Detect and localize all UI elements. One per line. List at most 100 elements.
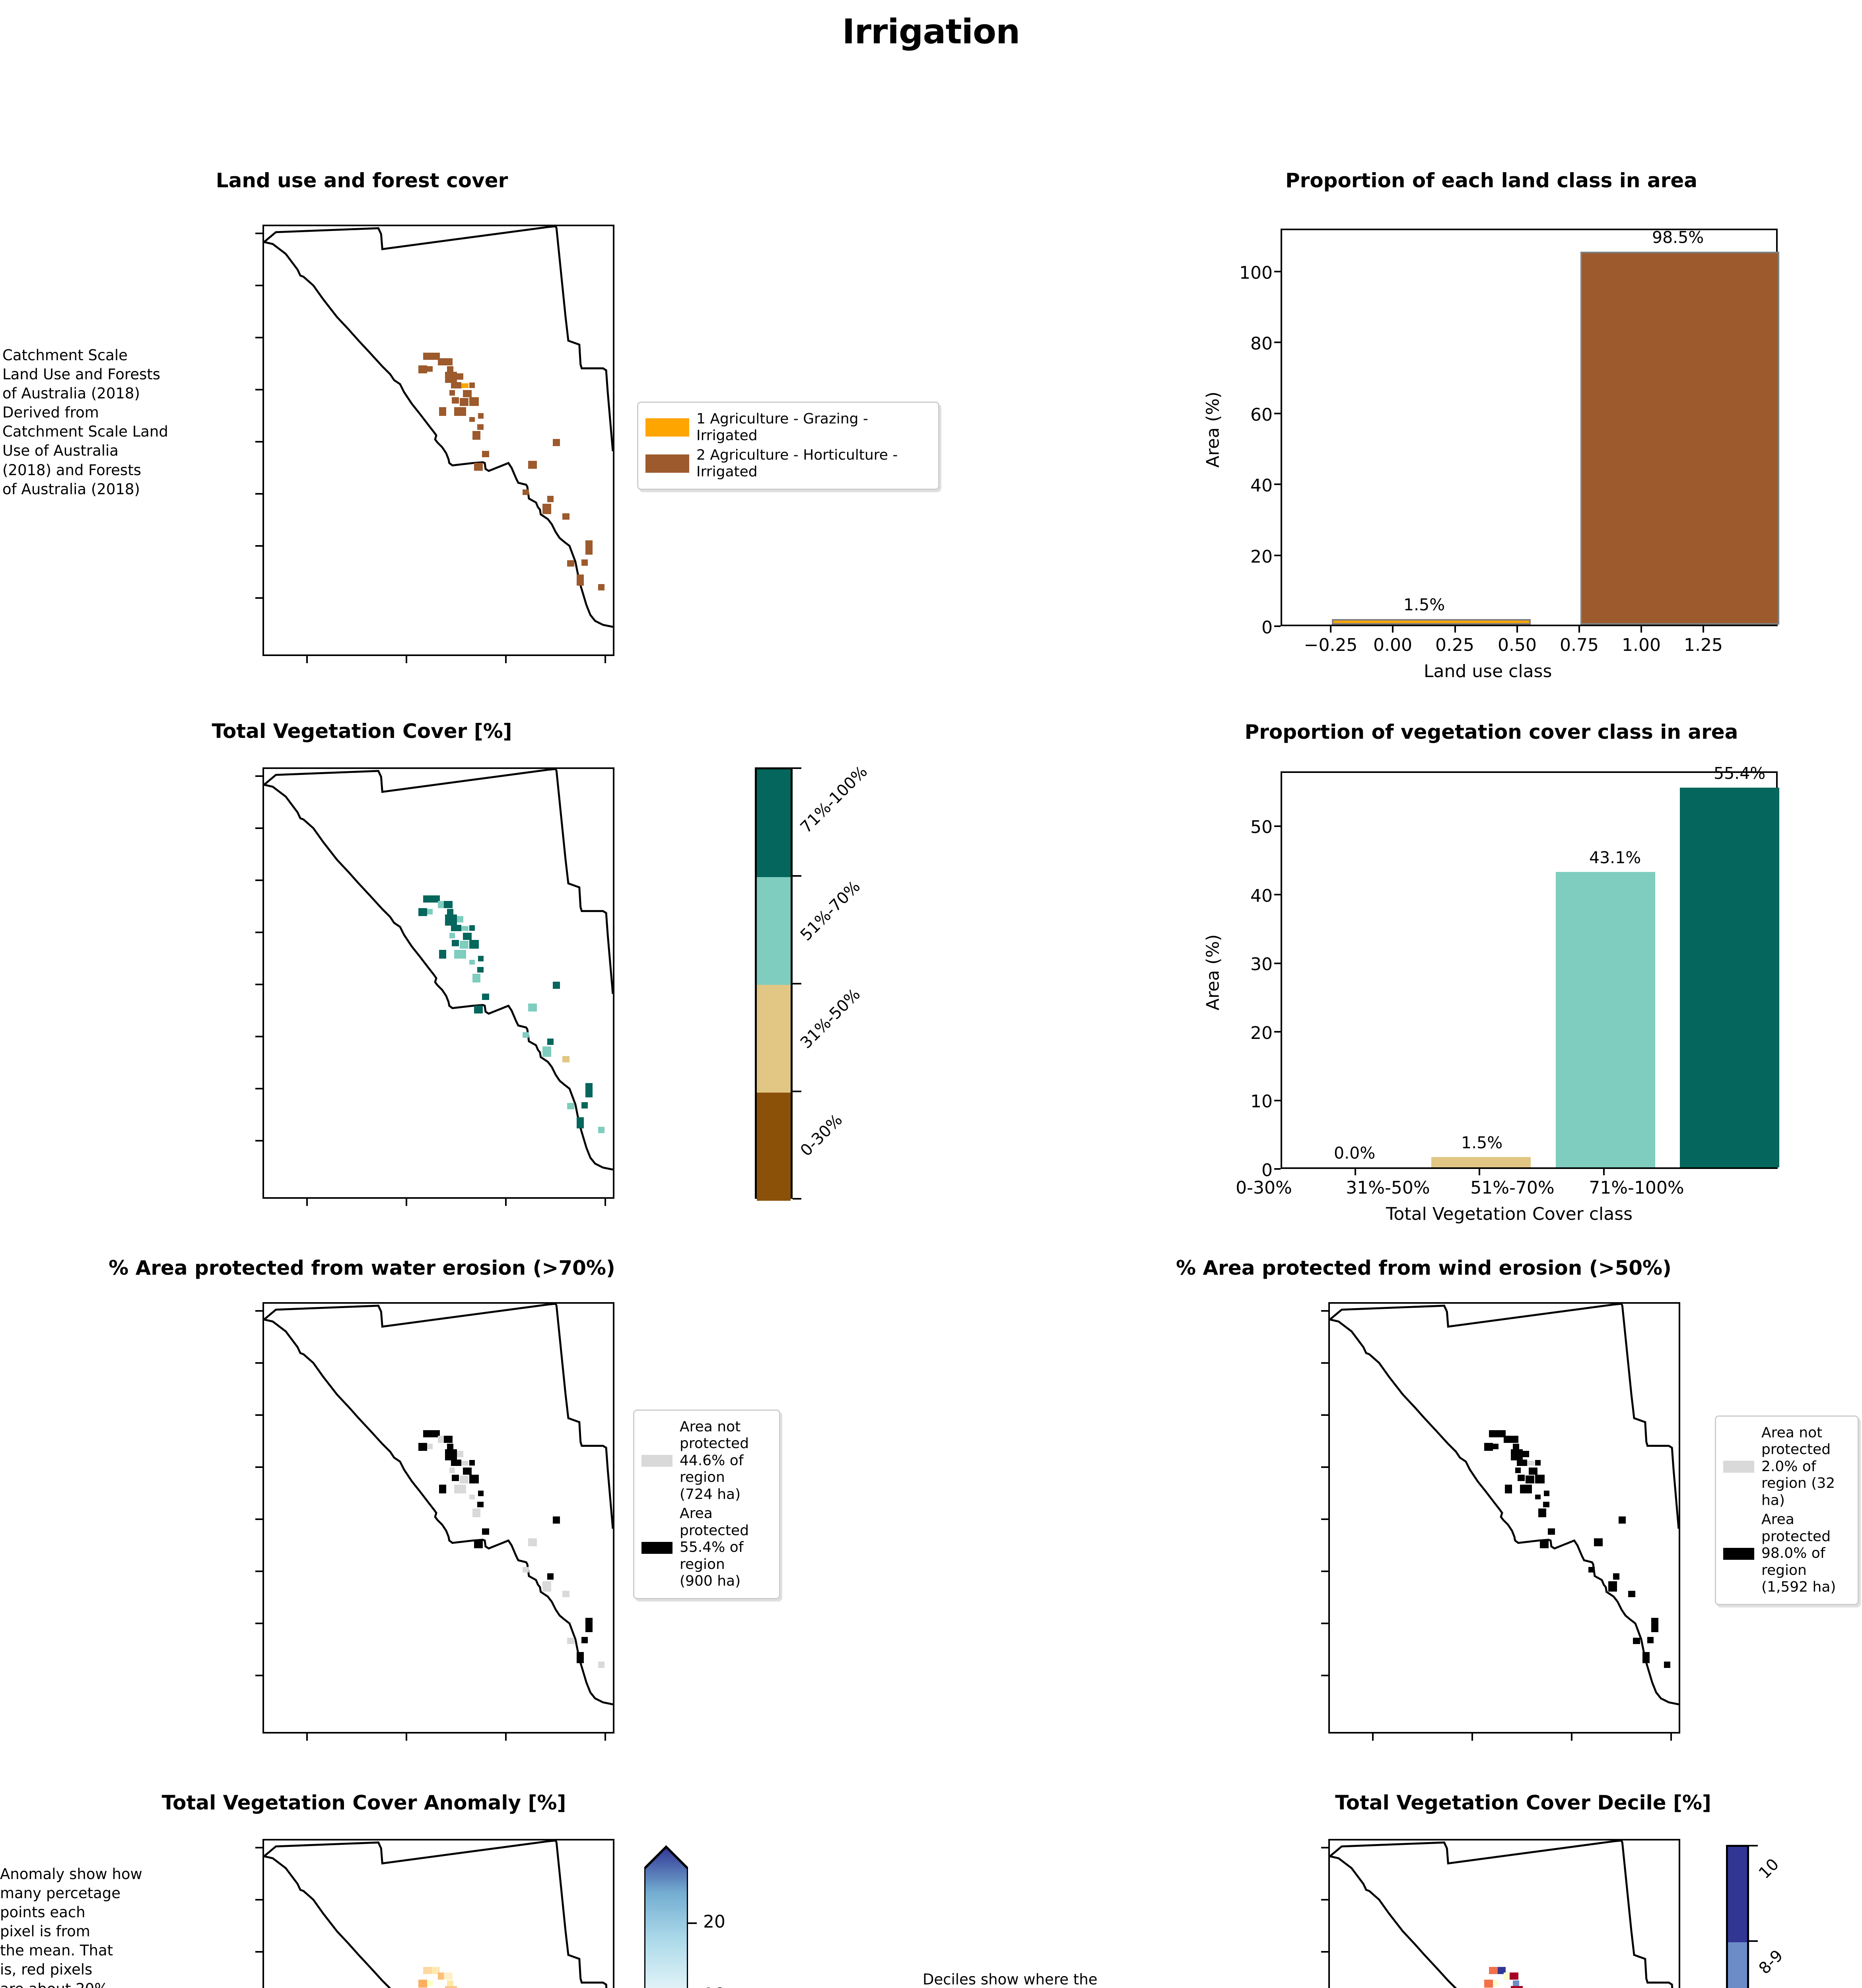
map-boundary-svg <box>264 226 613 628</box>
legend-label-protected-wind: Area protected 98.0% of region (1,592 ha… <box>1761 1511 1836 1596</box>
map-boundary-svg <box>1330 1840 1673 1988</box>
xtick-c1-4: 0.75 <box>1560 635 1599 655</box>
anomaly-explainer-note: Anomaly show how many percetage points e… <box>0 1866 142 1988</box>
cbar-seg-31-50 <box>757 985 791 1093</box>
anomaly-colorbar[interactable] <box>643 1845 689 1988</box>
decile-colorbar[interactable] <box>1726 1845 1749 1988</box>
xtick-c1-6: 1.25 <box>1684 635 1723 655</box>
land-use-map-title: Land use and forest cover <box>216 169 508 192</box>
bar-label-veg-0: 0.0% <box>1334 1143 1376 1163</box>
decile-map[interactable] <box>1328 1839 1680 1988</box>
xtick-c1-3: 0.50 <box>1498 635 1537 655</box>
decile-map-title: Total Vegetation Cover Decile [%] <box>1335 1791 1711 1814</box>
ytick-c1-100: 100 <box>1239 263 1273 283</box>
cbar-seg-0-30 <box>757 1093 791 1201</box>
xtick-c1-5: 1.00 <box>1622 635 1661 655</box>
map-boundary-svg <box>264 1840 608 1988</box>
map-boundary-svg <box>264 1304 613 1705</box>
legend-item-protected-water: Area protected 55.4% of region (900 ha) <box>641 1505 772 1590</box>
xtick-c1-1: 0.00 <box>1373 635 1412 655</box>
water-erosion-map-title: % Area protected from water erosion (>70… <box>109 1256 615 1279</box>
ytick-c1-60: 60 <box>1250 405 1273 425</box>
legend-label-horticulture: 2 Agriculture - Horticulture - Irrigated <box>696 447 898 480</box>
bar-label-veg-3: 55.4% <box>1714 764 1766 783</box>
veg-cover-raster <box>264 769 613 1197</box>
legend-item-protected-wind: Area protected 98.0% of region (1,592 ha… <box>1723 1511 1850 1596</box>
water-erosion-raster <box>264 1304 613 1732</box>
veg-cover-chart[interactable]: 0.0% 1.5% 43.1% 55.4% 0 10 20 30 40 50 0… <box>1169 755 1845 1256</box>
legend-swatch-protected-wind <box>1723 1547 1754 1560</box>
ytick-c1-40: 40 <box>1250 476 1273 496</box>
anomaly-map[interactable] <box>262 1839 614 1988</box>
anomaly-map-title: Total Vegetation Cover Anomaly [%] <box>161 1791 566 1814</box>
veg-cover-map[interactable] <box>262 767 614 1199</box>
cbar-seg-51-70 <box>757 877 791 985</box>
xtick-c2-1: 31%-50% <box>1346 1178 1430 1198</box>
wind-erosion-map-title: % Area protected from wind erosion (>50%… <box>1176 1256 1672 1279</box>
cbar-label-71-100: 71%-100% <box>797 762 871 837</box>
decile-label-8-9: 8-9 <box>1755 1946 1787 1978</box>
legend-item-horticulture: 2 Agriculture - Horticulture - Irrigated <box>645 447 931 481</box>
water-erosion-map[interactable] <box>262 1302 614 1734</box>
legend-label-not-protected-water: Area not protected 44.6% of region (724 … <box>680 1419 749 1503</box>
bar-label-veg-2: 43.1% <box>1589 848 1641 867</box>
wind-erosion-legend: Area not protected 2.0% of region (32 ha… <box>1715 1415 1859 1605</box>
ytick-c2-20: 20 <box>1250 1023 1273 1043</box>
land-use-map[interactable] <box>262 225 614 656</box>
bar-label-veg-1: 1.5% <box>1461 1133 1503 1152</box>
xtick-c2-3: 71%-100% <box>1589 1178 1684 1198</box>
legend-label-grazing: 1 Agriculture - Grazing - Irrigated <box>696 411 868 444</box>
legend-item-grazing: 1 Agriculture - Grazing - Irrigated <box>645 411 931 445</box>
map-boundary-svg <box>1330 1304 1679 1705</box>
legend-swatch-not-protected-water <box>641 1455 672 1467</box>
anomaly-tick-20: 20 <box>703 1912 725 1932</box>
ytick-c2-50: 50 <box>1250 817 1273 837</box>
veg-cover-plot-area: 0.0% 1.5% 43.1% 55.4% <box>1281 764 1779 1169</box>
xtick-c1-2: 0.25 <box>1435 635 1474 655</box>
land-use-legend: 1 Agriculture - Grazing - Irrigated 2 Ag… <box>637 402 939 490</box>
cbar-seg-decile-10 <box>1728 1847 1747 1942</box>
cbar-label-51-70: 51%-70% <box>797 877 864 945</box>
water-erosion-legend: Area not protected 44.6% of region (724 … <box>633 1409 780 1599</box>
legend-item-not-protected-water: Area not protected 44.6% of region (724 … <box>641 1419 772 1503</box>
legend-swatch-not-protected-wind <box>1723 1461 1754 1473</box>
ytick-c1-0: 0 <box>1261 617 1273 638</box>
cbar-seg-71-100 <box>757 769 791 877</box>
bar-label-land-class-1: 98.5% <box>1652 228 1704 247</box>
land-class-chart-title: Proportion of each land class in area <box>1285 169 1697 192</box>
ytick-c2-0: 0 <box>1261 1160 1273 1180</box>
ytick-c1-20: 20 <box>1250 547 1273 567</box>
decile-explainer-note: Deciles show where the pixel value lies … <box>923 1971 1098 1988</box>
land-use-source-note: Catchment Scale Land Use and Forests of … <box>2 347 168 498</box>
cbar-label-31-50: 31%-50% <box>797 985 864 1052</box>
legend-swatch-horticulture <box>645 454 689 473</box>
cbar-label-0-30: 0-30% <box>797 1110 846 1160</box>
cbar-seg-decile-8-9 <box>1728 1942 1747 1988</box>
legend-swatch-protected-water <box>641 1541 672 1554</box>
veg-cover-chart-title: Proportion of vegetation cover class in … <box>1244 720 1738 744</box>
decile-label-10: 10 <box>1755 1855 1783 1883</box>
anomaly-raster <box>264 1840 613 1988</box>
land-class-chart[interactable]: 1.5% 98.5% 0 20 40 60 80 100 −0.25 0.00 … <box>1169 221 1845 698</box>
bar-land-class-1 <box>1580 252 1779 625</box>
anomaly-tick-10: 10 <box>703 1984 725 1988</box>
xtick-c2-0: 0-30% <box>1236 1178 1292 1198</box>
legend-label-protected-water: Area protected 55.4% of region (900 ha) <box>680 1505 749 1590</box>
veg-cover-colorbar[interactable] <box>755 767 793 1201</box>
ytick-c1-80: 80 <box>1250 334 1273 354</box>
land-use-raster <box>264 226 613 654</box>
wind-erosion-map[interactable] <box>1328 1302 1680 1734</box>
bar-veg-2 <box>1556 872 1655 1167</box>
bar-land-class-0 <box>1332 619 1531 625</box>
bar-label-land-class-0: 1.5% <box>1403 595 1445 614</box>
bar-veg-3 <box>1680 788 1779 1167</box>
xlabel-c1: Land use class <box>1424 661 1552 681</box>
legend-swatch-grazing <box>645 418 689 437</box>
veg-cover-map-title: Total Vegetation Cover [%] <box>212 720 512 743</box>
wind-erosion-raster <box>1330 1304 1679 1732</box>
page-title: Irrigation <box>842 12 1020 52</box>
legend-label-not-protected-wind: Area not protected 2.0% of region (32 ha… <box>1761 1425 1835 1508</box>
ylabel-c2: Area (%) <box>1203 934 1223 1011</box>
map-boundary-svg <box>264 769 613 1171</box>
ylabel-c1: Area (%) <box>1203 391 1223 468</box>
